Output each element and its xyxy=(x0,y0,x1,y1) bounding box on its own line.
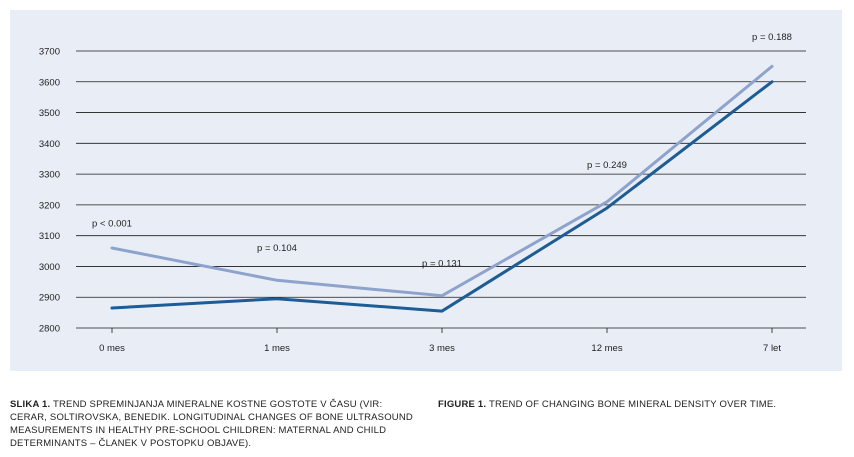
caption-right-label: FIGURE 1. xyxy=(438,399,487,410)
series-line-2 xyxy=(110,80,774,313)
y-tick-label: 3700 xyxy=(39,47,60,58)
series-line-1 xyxy=(110,64,774,298)
y-tick-label: 2800 xyxy=(39,324,60,335)
y-tick-label: 3300 xyxy=(39,170,60,181)
x-tick-label: 1 mes xyxy=(264,343,290,354)
x-tick-labels: 0 mes 1 mes 3 mes 12 mes 7 let xyxy=(99,328,781,354)
x-tick-label: 7 let xyxy=(763,343,781,354)
y-tick-label: 3500 xyxy=(39,108,60,119)
annotations: p < 0.001 p = 0.104 p = 0.131 p = 0.249 p = … xyxy=(92,32,792,269)
series-lines xyxy=(110,64,774,313)
y-tick-label: 3400 xyxy=(39,139,60,150)
gridlines xyxy=(76,50,806,329)
x-tick-label: 12 mes xyxy=(591,343,622,354)
y-tick-label: 3200 xyxy=(39,200,60,211)
y-tick-label: 3100 xyxy=(39,231,60,242)
caption-left-label: SLIKA 1. xyxy=(10,399,51,410)
x-tick-label: 3 mes xyxy=(429,343,455,354)
caption-left-text: TREND SPREMINJANJA MINERALNE KOSTNE GOST… xyxy=(10,399,413,449)
line-chart: 2800 2900 3000 3100 3200 3300 3400 3500 3600 3700… xyxy=(39,32,806,354)
p-value-annotation: p = 0.249 xyxy=(587,160,627,171)
p-value-annotation: p = 0.131 xyxy=(422,258,462,269)
caption-slovene: SLIKA 1. TREND SPREMINJANJA MINERALNE KO… xyxy=(10,398,420,450)
p-value-annotation: p < 0.001 xyxy=(92,218,132,229)
y-tick-labels: 2800 2900 3000 3100 3200 3300 3400 3500 3600 3700 xyxy=(39,47,60,335)
caption-right-text: TREND OF CHANGING BONE MINERAL DENSITY O… xyxy=(488,399,777,410)
caption-english: FIGURE 1. TREND OF CHANGING BONE MINERAL… xyxy=(438,398,838,411)
y-tick-label: 2900 xyxy=(39,293,60,304)
y-tick-label: 3000 xyxy=(39,262,60,273)
p-value-annotation: p = 0.104 xyxy=(257,243,297,254)
p-value-annotation: p = 0.188 xyxy=(752,32,792,43)
y-tick-label: 3600 xyxy=(39,77,60,88)
x-tick-label: 0 mes xyxy=(99,343,125,354)
